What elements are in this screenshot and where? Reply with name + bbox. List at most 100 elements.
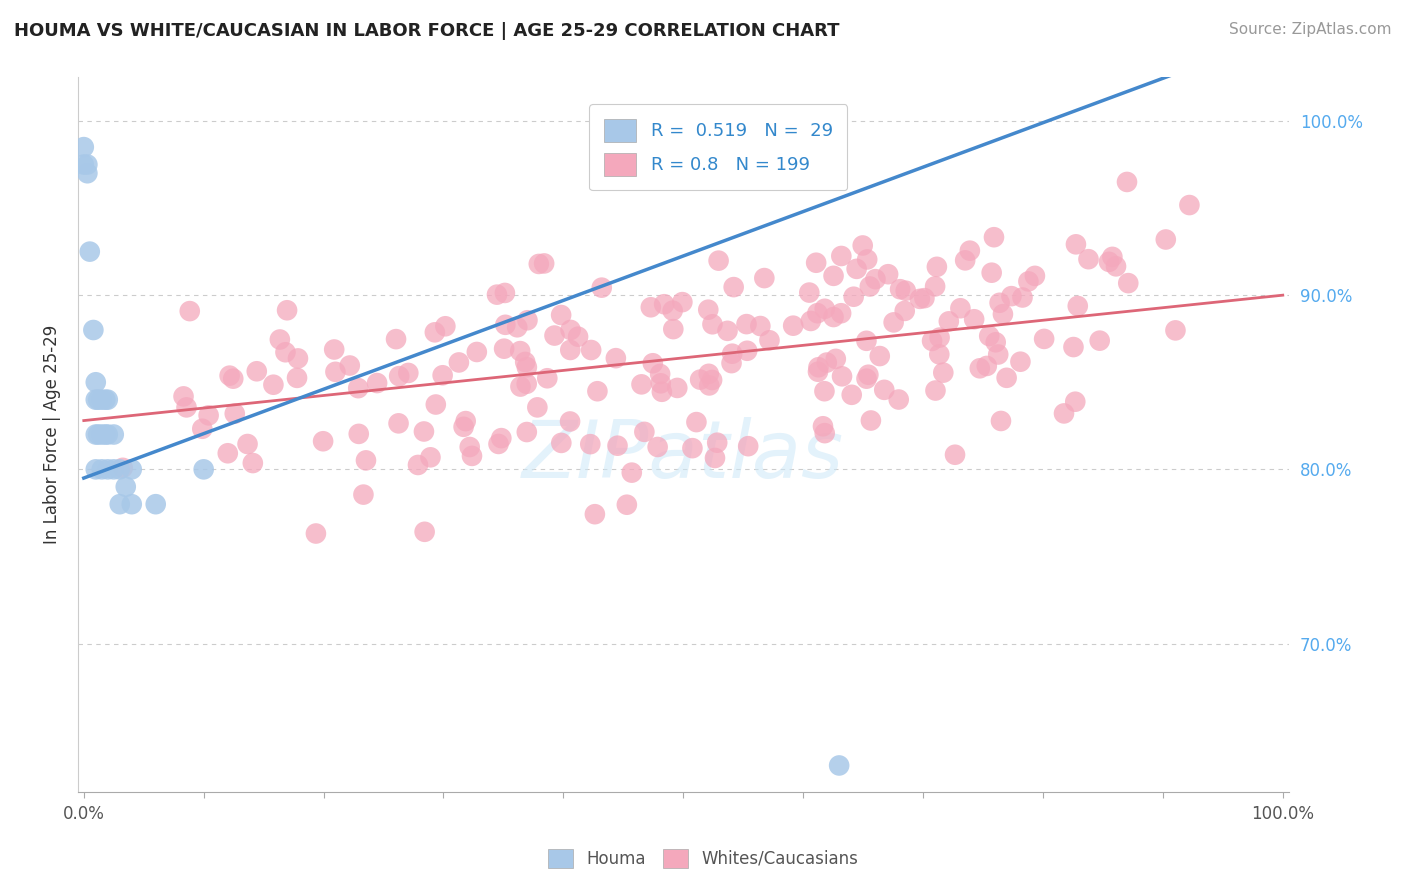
Point: [218, 368, 240, 383]
Point: [73, 157, 96, 171]
Point: [893, 304, 915, 318]
Point: [193, 462, 215, 476]
Point: [1164, 323, 1187, 337]
Point: [984, 335, 1007, 350]
Point: [73, 140, 96, 154]
Point: [700, 373, 723, 387]
Point: [558, 415, 581, 429]
Point: [800, 314, 823, 328]
Point: [877, 267, 900, 281]
Point: [651, 384, 673, 399]
Point: [735, 343, 758, 358]
Point: [396, 366, 419, 380]
Point: [84, 376, 107, 390]
Point: [224, 407, 246, 421]
Point: [894, 284, 917, 298]
Point: [928, 330, 950, 344]
Point: [323, 343, 346, 357]
Point: [616, 498, 638, 512]
Point: [1077, 252, 1099, 267]
Point: [605, 351, 627, 366]
Point: [494, 342, 516, 356]
Point: [108, 462, 131, 476]
Point: [858, 368, 880, 382]
Point: [716, 324, 738, 338]
Point: [963, 312, 986, 326]
Point: [883, 315, 905, 329]
Point: [406, 458, 429, 472]
Point: [685, 415, 707, 429]
Point: [1011, 290, 1033, 304]
Point: [1053, 406, 1076, 420]
Point: [689, 373, 711, 387]
Point: [969, 361, 991, 376]
Point: [652, 297, 675, 311]
Point: [121, 462, 143, 476]
Point: [579, 437, 602, 451]
Point: [1062, 340, 1084, 354]
Point: [841, 388, 863, 402]
Point: [591, 280, 613, 294]
Point: [813, 384, 835, 399]
Point: [176, 401, 198, 415]
Point: [806, 306, 828, 320]
Point: [842, 290, 865, 304]
Point: [1033, 332, 1056, 346]
Point: [1064, 394, 1087, 409]
Point: [815, 355, 838, 369]
Point: [662, 322, 685, 336]
Point: [108, 497, 131, 511]
Point: [979, 329, 1001, 343]
Point: [515, 355, 537, 369]
Point: [869, 349, 891, 363]
Point: [661, 303, 683, 318]
Point: [274, 345, 297, 359]
Point: [560, 323, 582, 337]
Point: [454, 414, 477, 428]
Point: [276, 303, 298, 318]
Point: [354, 453, 377, 467]
Point: [453, 419, 475, 434]
Point: [494, 285, 516, 300]
Point: [1010, 355, 1032, 369]
Point: [889, 282, 911, 296]
Point: [87, 392, 110, 407]
Point: [814, 426, 837, 441]
Point: [697, 367, 720, 381]
Point: [312, 434, 335, 449]
Point: [366, 376, 388, 390]
Point: [928, 347, 950, 361]
Point: [924, 279, 946, 293]
Point: [620, 466, 643, 480]
Point: [516, 376, 538, 391]
Point: [586, 384, 609, 399]
Point: [799, 285, 821, 300]
Point: [807, 365, 830, 379]
Point: [145, 497, 167, 511]
Point: [735, 317, 758, 331]
Point: [671, 295, 693, 310]
Point: [242, 456, 264, 470]
Point: [859, 279, 882, 293]
Point: [97, 462, 120, 476]
Point: [76, 166, 98, 180]
Point: [704, 450, 727, 465]
Point: [516, 313, 538, 327]
Point: [413, 524, 436, 539]
Point: [1017, 274, 1039, 288]
Point: [1101, 250, 1123, 264]
Point: [491, 431, 513, 445]
Point: [702, 318, 724, 332]
Point: [983, 230, 1005, 244]
Point: [1178, 198, 1201, 212]
Point: [995, 371, 1018, 385]
Point: [246, 364, 269, 378]
Point: [953, 253, 976, 268]
Point: [536, 371, 558, 385]
Point: [579, 343, 602, 357]
Text: HOUMA VS WHITE/CAUCASIAN IN LABOR FORCE | AGE 25-29 CORRELATION CHART: HOUMA VS WHITE/CAUCASIAN IN LABOR FORCE …: [14, 22, 839, 40]
Point: [921, 334, 943, 348]
Point: [347, 381, 370, 395]
Point: [647, 440, 669, 454]
Point: [262, 377, 284, 392]
